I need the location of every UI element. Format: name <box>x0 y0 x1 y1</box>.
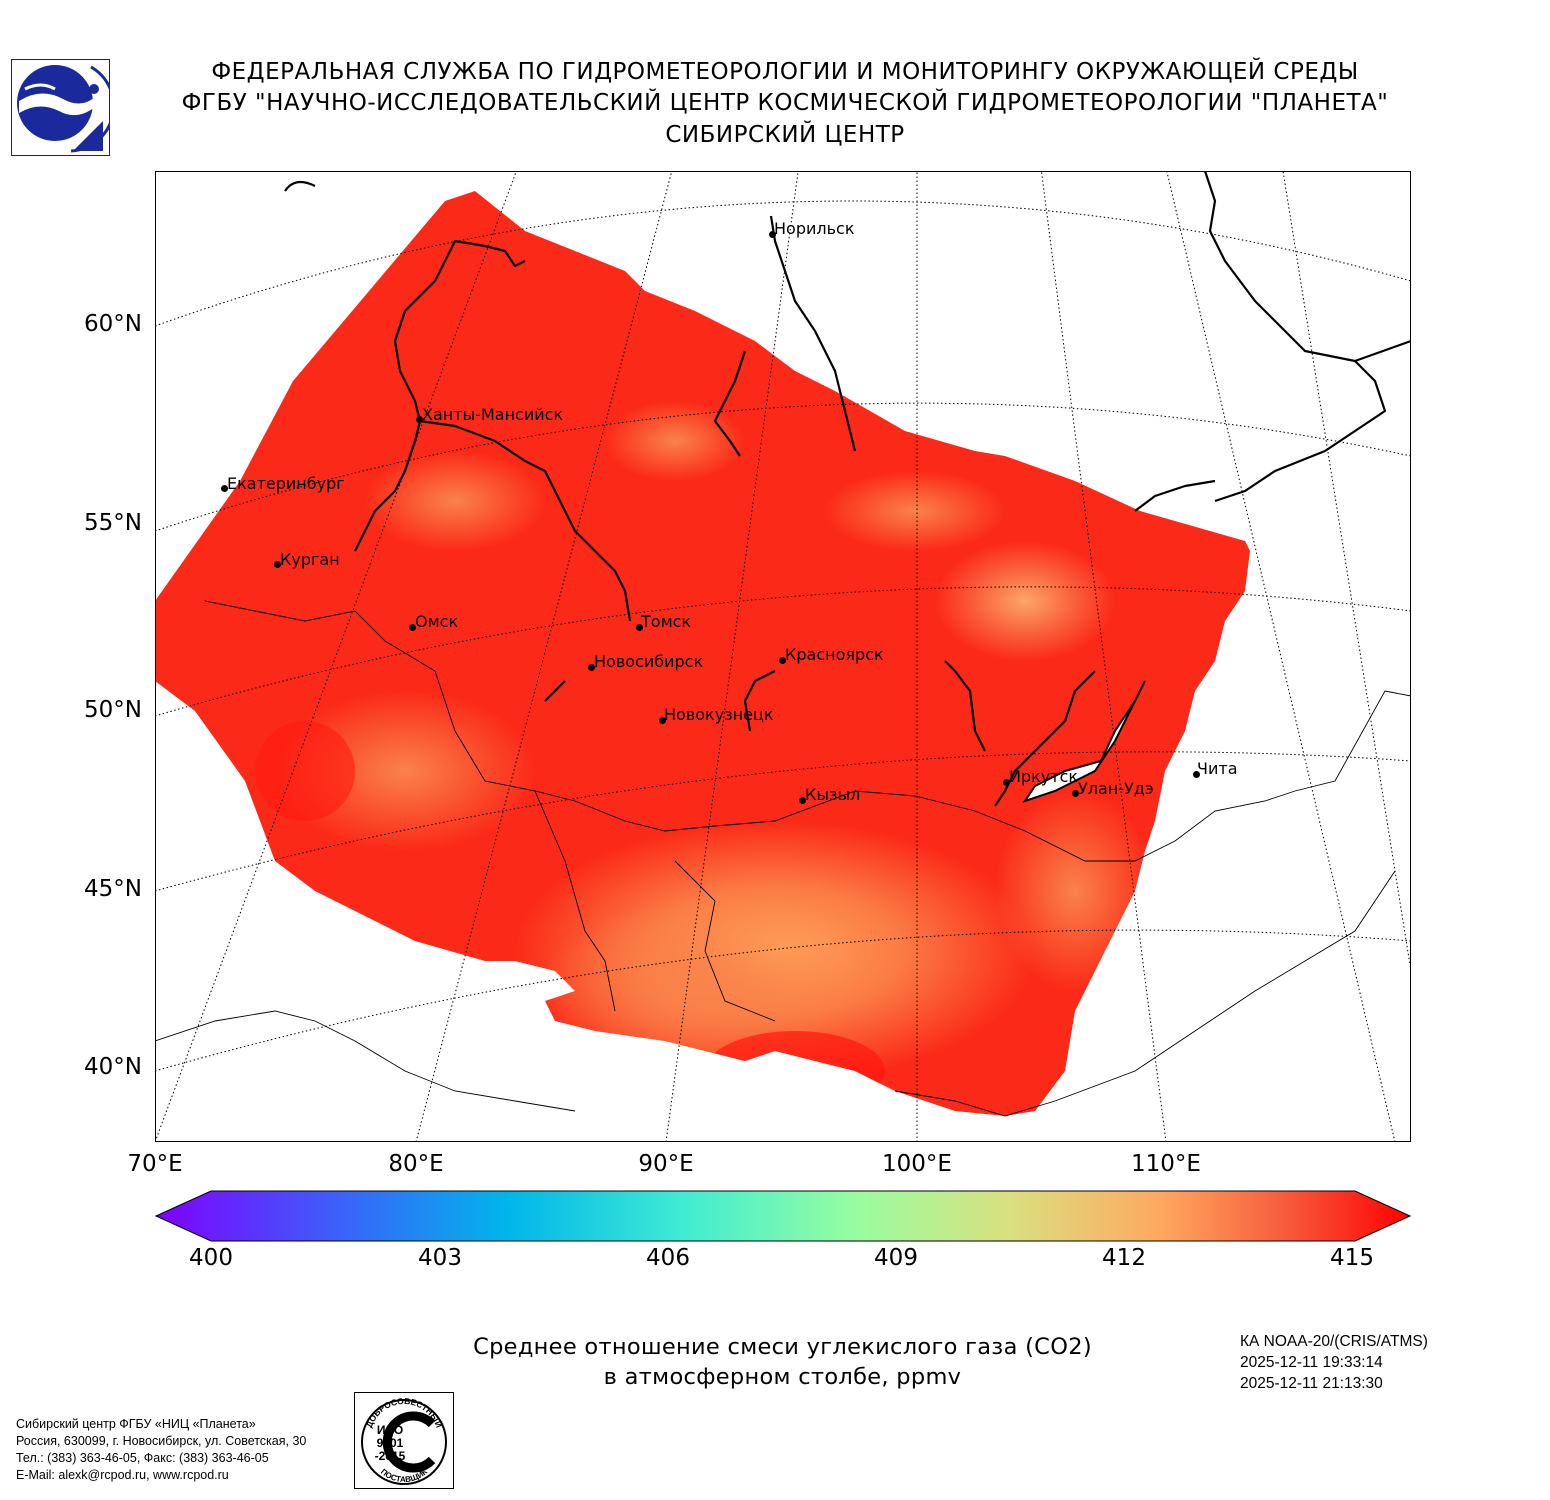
city-kurgan: Курган <box>280 550 340 569</box>
satellite-name: КА NOAA-20/(CRIS/ATMS) <box>1240 1333 1428 1350</box>
iso-line2: 9001 <box>377 1436 404 1450</box>
map-frame <box>155 171 1411 1142</box>
city-ulan-ude: Улан-Удэ <box>1078 779 1154 798</box>
address-line4: E-Mail: alexk@rcpod.ru, www.rcpod.ru <box>16 1468 229 1482</box>
city-dot-ekb <box>221 485 228 492</box>
city-dot-omsk <box>409 624 416 631</box>
lon-label-90: 90°E <box>638 1151 694 1177</box>
city-dot-tomsk <box>636 624 643 631</box>
lat-label-50: 50°N <box>84 697 142 723</box>
city-norilsk: Норильск <box>774 219 855 238</box>
city-dot-kurgan <box>274 561 281 568</box>
header-institute: ФГБУ "НАУЧНО-ИССЛЕДОВАТЕЛЬСКИЙ ЦЕНТР КОС… <box>181 90 1389 116</box>
city-dot-irkutsk <box>1003 779 1010 786</box>
city-omsk: Омск <box>415 612 459 631</box>
city-dot-novosibirsk <box>588 664 595 671</box>
city-dot-kyzyl <box>799 797 806 804</box>
colorbar-tick-409: 409 <box>874 1245 918 1271</box>
colorbar-tick-406: 406 <box>646 1245 690 1271</box>
iso-line1: ИСО <box>377 1423 403 1437</box>
city-dot-norilsk <box>769 231 776 238</box>
lat-label-60: 60°N <box>84 311 142 337</box>
city-dot-khanty <box>416 416 423 423</box>
chart-subtitle: в атмосферном столбе, ppmv <box>603 1364 962 1390</box>
city-irkutsk: Иркутск <box>1009 767 1079 786</box>
city-chita: Чита <box>1197 759 1238 778</box>
city-novokuznetsk: Новокузнецк <box>664 705 774 724</box>
lat-label-40: 40°N <box>84 1054 142 1080</box>
header-agency: ФЕДЕРАЛЬНАЯ СЛУЖБА ПО ГИДРОМЕТЕОРОЛОГИИ … <box>211 59 1359 85</box>
chart-title: Среднее отношение смеси углекислого газа… <box>473 1334 1092 1360</box>
colorbar-tick-412: 412 <box>1102 1245 1146 1271</box>
city-kyzyl: Кызыл <box>805 785 861 804</box>
city-khanty-mansiysk: Ханты-Мансийск <box>422 405 564 424</box>
lat-label-45: 45°N <box>84 876 142 902</box>
iso-badge: ДОБРОСОВЕСТНЫЙ ПОСТАВЩИК ИСО 9001 -2015 <box>354 1392 454 1489</box>
city-ekaterinburg: Екатеринбург <box>227 474 345 493</box>
lon-label-110: 110°E <box>1131 1151 1201 1177</box>
colorbar-tick-403: 403 <box>418 1245 462 1271</box>
satellite-time-start: 2025-12-11 19:33:14 <box>1240 1354 1383 1371</box>
lon-label-100: 100°E <box>882 1151 952 1177</box>
city-dot-novokuznetsk <box>659 717 666 724</box>
city-dot-krasnoyarsk <box>779 657 786 664</box>
city-krasnoyarsk: Красноярск <box>785 645 884 664</box>
address-line3: Тел.: (383) 363-46-05, Факс: (383) 363-4… <box>16 1451 269 1465</box>
iso-line3: -2015 <box>375 1449 406 1463</box>
city-dot-chita <box>1193 771 1200 778</box>
city-novosibirsk: Новосибирск <box>594 652 704 671</box>
colorbar <box>154 1190 1412 1242</box>
colorbar-tick-415: 415 <box>1330 1245 1374 1271</box>
lat-label-55: 55°N <box>84 510 142 536</box>
colorbar-tick-400: 400 <box>189 1245 233 1271</box>
satellite-time-end: 2025-12-11 21:13:30 <box>1240 1375 1383 1392</box>
lon-label-70: 70°E <box>127 1151 183 1177</box>
address-line2: Россия, 630099, г. Новосибирск, ул. Сове… <box>16 1434 307 1448</box>
planeta-logo <box>11 59 116 156</box>
co2-map <box>154 10 1412 1143</box>
city-dot-ulan-ude <box>1072 790 1079 797</box>
city-tomsk: Томск <box>641 612 692 631</box>
address-line1: Сибирский центр ФГБУ «НИЦ «Планета» <box>16 1417 256 1431</box>
header-center: СИБИРСКИЙ ЦЕНТР <box>665 122 905 148</box>
lon-label-80: 80°E <box>388 1151 444 1177</box>
